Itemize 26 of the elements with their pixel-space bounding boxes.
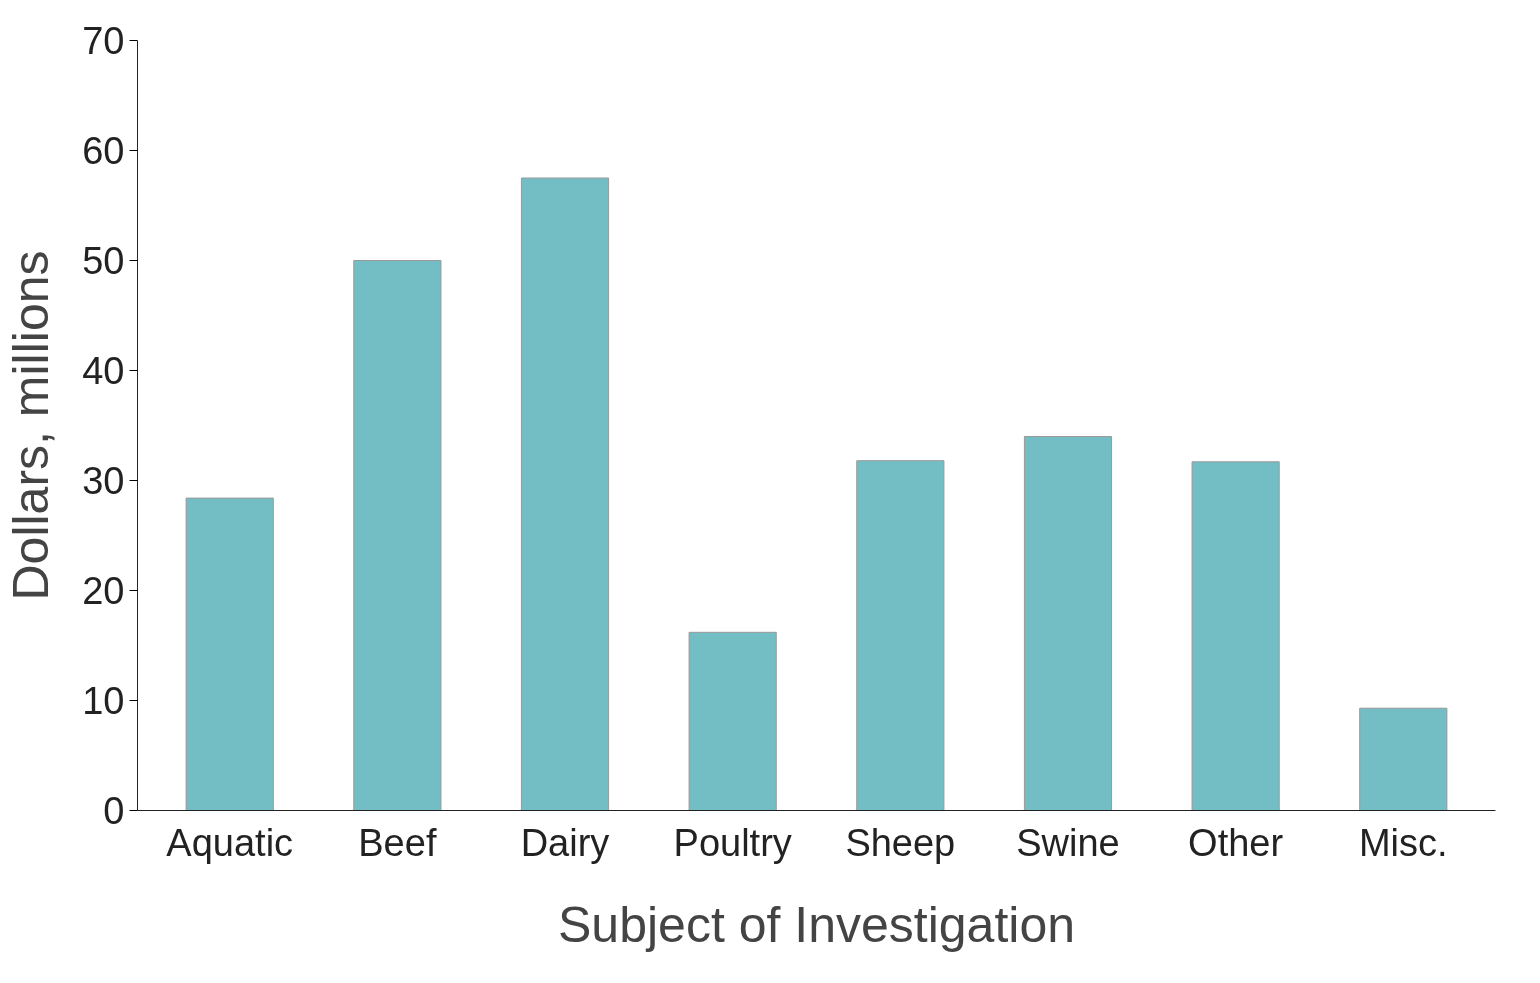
- x-tick-label: Poultry: [673, 821, 792, 864]
- bar: [688, 631, 777, 811]
- bar: [185, 497, 274, 811]
- x-tick-label: Beef: [358, 821, 437, 864]
- bar: [520, 177, 610, 811]
- y-axis-title: Dollars, millions: [3, 250, 60, 601]
- x-tick-label: Dairy: [520, 821, 610, 864]
- x-axis-title: Subject of Investigation: [558, 896, 1075, 953]
- bar: [856, 460, 945, 811]
- bar: [1359, 707, 1448, 811]
- y-tick-label: 10: [82, 680, 125, 722]
- bar: [1023, 436, 1113, 811]
- x-tick-label: Aquatic: [166, 821, 294, 864]
- y-tick-label: 50: [82, 240, 125, 282]
- y-tick-label: 60: [82, 130, 125, 172]
- x-tick-label: Misc.: [1358, 821, 1448, 864]
- y-tick-label: 40: [82, 350, 125, 392]
- y-tick-label: 20: [82, 570, 125, 612]
- y-tick-label: 70: [82, 20, 125, 62]
- y-tick-label: 0: [103, 790, 125, 832]
- y-tick-label: 30: [82, 460, 125, 502]
- bar: [353, 260, 442, 811]
- x-tick-label: Sheep: [845, 821, 956, 864]
- x-tick-label: Other: [1188, 821, 1284, 864]
- bar: [1191, 461, 1280, 811]
- x-tick-label: Swine: [1016, 821, 1120, 864]
